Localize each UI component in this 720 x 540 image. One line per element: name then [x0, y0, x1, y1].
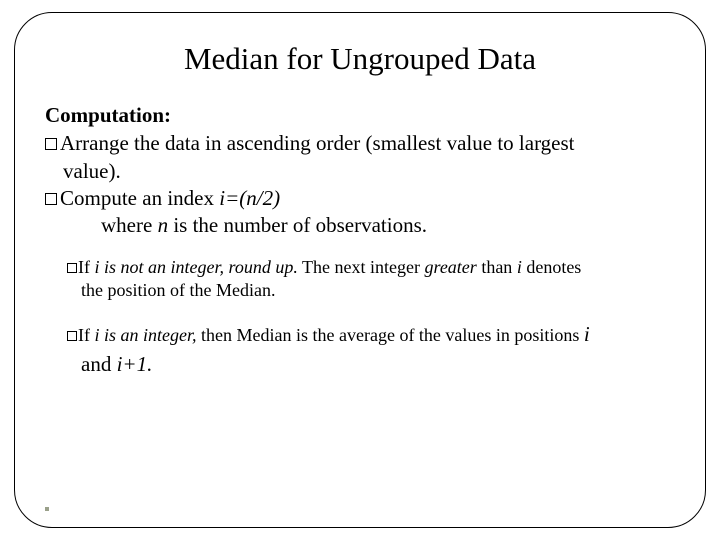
and-line: and i+1.	[45, 352, 675, 377]
sub2-c: then Median is the average of the values…	[197, 325, 584, 345]
computation-heading: Computation:	[45, 103, 675, 128]
sub-bullet-integer: If i is an integer, then Median is the a…	[45, 321, 675, 348]
sub1-i1: i	[95, 257, 100, 277]
andline-a: and	[81, 352, 117, 376]
bullet-arrange-cont: value).	[45, 158, 675, 184]
sub2-i2: i	[584, 322, 590, 346]
square-bullet-icon	[67, 331, 77, 341]
where-line: where n is the number of observations.	[45, 213, 675, 238]
where-n: n	[158, 213, 169, 237]
andline-ip1: i+1.	[117, 352, 153, 376]
square-bullet-icon	[45, 138, 57, 150]
bullet-compute: Compute an index i=(n/2)	[45, 185, 675, 211]
slide-frame: Median for Ungrouped Data Computation: A…	[14, 12, 706, 528]
sub2-a: If	[78, 325, 95, 345]
sub1-a: If	[78, 257, 95, 277]
square-bullet-icon	[45, 193, 57, 205]
sub2-isint: is an integer,	[104, 325, 197, 345]
slide-title: Median for Ungrouped Data	[45, 41, 675, 77]
bullet-compute-text: Compute an index	[60, 186, 219, 210]
square-bullet-icon	[67, 263, 77, 273]
sub1-c: The next integer	[298, 257, 425, 277]
sub1-greater: greater	[424, 257, 476, 277]
sub-bullet-not-integer: If i is not an integer, round up. The ne…	[45, 256, 675, 303]
where-b: is the number of observations.	[168, 213, 427, 237]
formula-i-n2: i=(n/2)	[219, 186, 280, 210]
sub2-i1: i	[95, 325, 100, 345]
sub1-e: denotes	[522, 257, 581, 277]
where-a: where	[101, 213, 158, 237]
sub1-cont: the position of the Median.	[67, 279, 675, 302]
footer-dot-icon	[45, 507, 49, 511]
bullet-arrange-text-a: Arrange the data in ascending order (sma…	[60, 131, 575, 155]
sub1-d: than	[477, 257, 517, 277]
bullet-arrange: Arrange the data in ascending order (sma…	[45, 130, 675, 156]
sub1-notint: is not an integer, round up.	[104, 257, 298, 277]
